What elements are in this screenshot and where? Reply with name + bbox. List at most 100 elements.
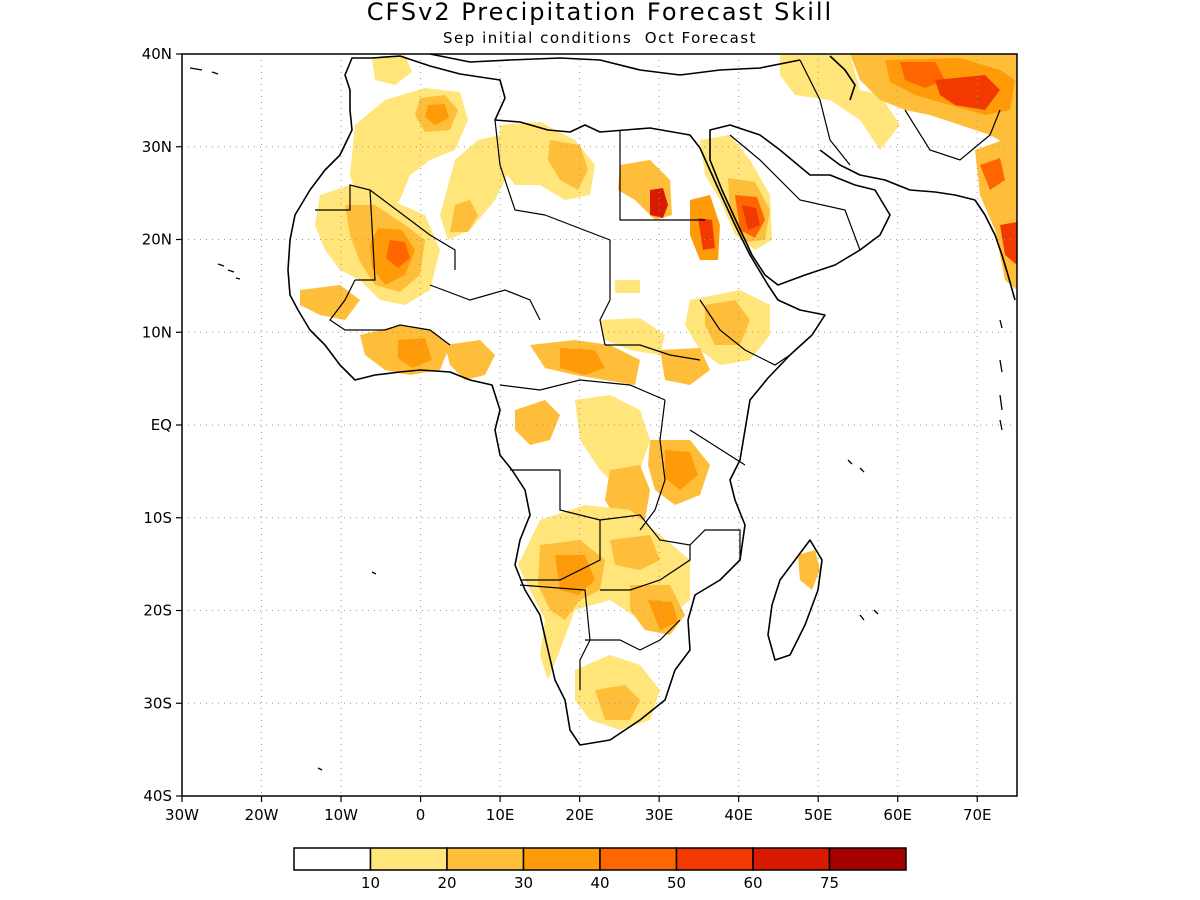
shade-arabia-inner <box>742 205 760 230</box>
x-tick-label: 0 <box>416 806 426 824</box>
border-niger-nigeria <box>429 284 541 321</box>
legend-box <box>522 847 601 871</box>
shade-iran-core <box>900 62 945 88</box>
y-tick-label: 30S <box>143 694 172 712</box>
legend-box <box>369 847 448 871</box>
shade-libya-core <box>548 140 588 190</box>
shade-west-africa-coast <box>300 285 360 320</box>
shade-congo-west <box>515 400 560 445</box>
shade-zimbabwe-core <box>648 600 678 630</box>
border-ethiopia <box>699 299 791 366</box>
shade-mali-inner <box>386 240 410 268</box>
y-tick-label: 10S <box>143 509 172 527</box>
x-tick-label: 60E <box>883 806 912 824</box>
y-tick-label: 40S <box>143 787 172 805</box>
x-tick-label: 10E <box>486 806 515 824</box>
country-borders <box>315 59 1001 690</box>
border-drc-east <box>639 399 666 531</box>
x-tick-label: 20E <box>565 806 594 824</box>
shade-south-sudan <box>660 348 710 385</box>
skill-shading <box>300 54 1017 730</box>
legend-label: 50 <box>667 874 686 892</box>
border-saudi <box>729 134 861 251</box>
border-mali-algeria <box>369 189 456 270</box>
shade-india-nw <box>980 158 1005 190</box>
border-car-drc <box>499 379 666 401</box>
africa-coastline <box>287 55 826 746</box>
legend-box <box>293 847 372 871</box>
legend-box <box>675 847 754 871</box>
border-zambia <box>599 514 691 591</box>
canary-islands <box>217 263 241 280</box>
border-libya-egypt <box>619 130 705 221</box>
x-tick-label: 40E <box>724 806 753 824</box>
shade-ethiopia-core <box>705 300 750 345</box>
legend-label: 75 <box>820 874 839 892</box>
cape-verde-islands <box>189 67 219 75</box>
legend-label: 10 <box>361 874 380 892</box>
coastlines <box>287 54 1016 746</box>
legend-label: 60 <box>743 874 762 892</box>
shade-madagascar <box>798 550 820 590</box>
legend-box <box>599 847 678 871</box>
arabia-coastline <box>709 124 891 286</box>
y-tick-label: 10N <box>142 323 172 341</box>
shade-angola-core <box>555 555 595 595</box>
shade-drc <box>575 395 650 490</box>
border-afghan-pak <box>904 109 1001 161</box>
shade-chad <box>600 318 665 355</box>
india-coast <box>974 199 1016 301</box>
x-tick-label: 30E <box>645 806 674 824</box>
chart-title: CFSv2 Precipitation Forecast Skill <box>366 0 834 26</box>
shade-atlas <box>372 55 412 85</box>
shade-india-west-core <box>1000 222 1017 265</box>
border-chad-sudan <box>544 214 611 346</box>
legend-box <box>446 847 525 871</box>
legend-label: 40 <box>590 874 609 892</box>
shade-south-africa-core <box>595 685 640 720</box>
islands <box>189 67 1003 771</box>
shade-nigeria <box>445 340 495 380</box>
shade-ghana-core <box>398 338 432 368</box>
st-helena <box>317 571 377 771</box>
shade-sahara-central-core <box>450 200 478 232</box>
border-iran-iraq <box>799 59 851 166</box>
y-tick-label: 40N <box>142 45 172 63</box>
mauritius <box>859 609 879 621</box>
border-botswana-sa <box>585 619 681 651</box>
border-west-africa <box>329 279 451 346</box>
seychelles <box>847 459 865 473</box>
y-tick-label: EQ <box>151 416 172 434</box>
chart-subtitle: Sep initial conditions Oct Forecast <box>443 29 757 47</box>
shade-sahel-east-core <box>560 348 605 375</box>
border-mozambique <box>689 529 741 560</box>
shade-zambia-core <box>610 535 660 570</box>
border-mauritania <box>315 184 376 281</box>
legend-box <box>828 847 907 871</box>
legend-label: 30 <box>514 874 533 892</box>
shade-tanzania-core <box>665 450 698 490</box>
x-tick-label: 20W <box>245 806 279 824</box>
y-tick-label: 20S <box>143 602 172 620</box>
border-algeria-libya <box>494 119 546 216</box>
border-sudan-southsudan <box>605 344 701 361</box>
border-kenya-tanzania <box>689 429 746 466</box>
y-tick-label: 30N <box>142 138 172 156</box>
legend-colorbar: 10 20 30 40 50 60 75 <box>293 847 907 892</box>
madagascar-coastline <box>767 539 823 661</box>
shade-india-west <box>975 135 1017 290</box>
y-axis: 40N 30N 20N 10N EQ 10S 20S 30S 40S <box>142 45 182 805</box>
legend-label: 20 <box>437 874 456 892</box>
x-tick-label: 30W <box>165 806 199 824</box>
shade-sudan-small <box>615 280 640 293</box>
europe-coast <box>429 54 801 76</box>
x-tick-label: 70E <box>963 806 992 824</box>
y-tick-label: 20N <box>142 231 172 249</box>
shade-red-sea-west-core <box>698 218 715 250</box>
x-tick-label: 50E <box>804 806 833 824</box>
iran-coast <box>819 149 976 201</box>
x-tick-label: 10W <box>324 806 358 824</box>
caspian-coast <box>829 55 856 101</box>
shade-afghan-core <box>935 75 1000 110</box>
